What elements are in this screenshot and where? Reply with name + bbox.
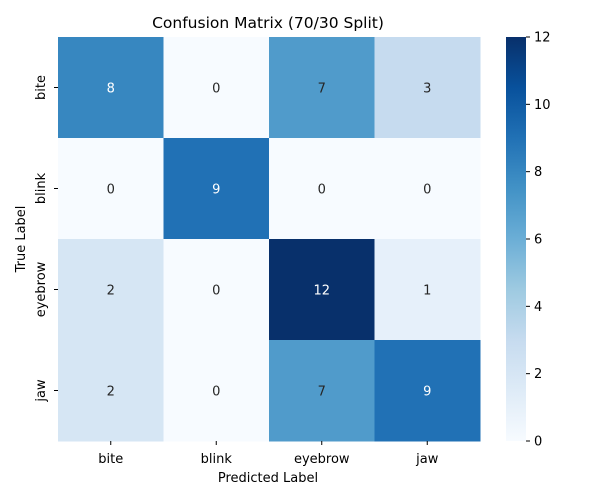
heatmap-cell-bite-bite — [58, 37, 164, 139]
cell-value-label: 3 — [423, 82, 431, 97]
cell-value-label: 9 — [423, 385, 431, 400]
cell-value-label: 0 — [212, 385, 220, 400]
y-axis: bite blink eyebrow jaw — [34, 75, 58, 403]
heatmap-cell-jaw-blink — [163, 340, 270, 442]
heatmap-cell-jaw-eyebrow — [269, 340, 375, 442]
colorbar-tick-label: 10 — [534, 98, 551, 113]
y-tick-label-eyebrow: eyebrow — [34, 261, 49, 317]
heatmap-cell-blink-blink — [163, 138, 270, 240]
heatmap-cell-eyebrow-bite — [58, 239, 164, 341]
x-axis-label: Predicted Label — [218, 471, 318, 486]
cell-value-label: 0 — [212, 82, 220, 97]
cell-value-label: 7 — [318, 82, 326, 97]
colorbar — [506, 37, 526, 441]
cell-value-label: 8 — [107, 82, 115, 97]
colorbar-tick-label: 2 — [534, 367, 542, 382]
heatmap-cell-jaw-jaw — [374, 340, 481, 442]
cell-value-label: 0 — [107, 183, 115, 198]
heatmap-cell-eyebrow-blink — [163, 239, 270, 341]
cell-annotations: 8 0 7 30 9 0 02 0 12 12 0 7 9 — [107, 82, 432, 400]
heatmap-cells — [58, 37, 481, 442]
y-axis-label: True Label — [14, 206, 29, 274]
cell-value-label: 0 — [212, 284, 220, 299]
y-tick-label-bite: bite — [34, 75, 49, 100]
heatmap-cell-eyebrow-jaw — [374, 239, 481, 341]
x-tick-label-eyebrow: eyebrow — [294, 452, 350, 467]
cell-value-label: 0 — [318, 183, 326, 198]
heatmap-cell-blink-jaw — [374, 138, 481, 240]
chart-title: Confusion Matrix (70/30 Split) — [152, 14, 384, 32]
heatmap-cell-bite-jaw — [374, 37, 481, 139]
x-tick-label-jaw: jaw — [415, 452, 439, 467]
colorbar-tick-label: 4 — [534, 300, 542, 315]
heatmap-cell-eyebrow-eyebrow — [269, 239, 375, 341]
cell-value-label: 9 — [212, 183, 220, 198]
colorbar-tick-label: 0 — [534, 435, 542, 450]
x-tick-label-bite: bite — [98, 452, 123, 467]
x-axis: bite blink eyebrow jaw — [98, 441, 439, 467]
colorbar-tick-label: 6 — [534, 233, 542, 248]
cell-value-label: 0 — [423, 183, 431, 198]
heatmap-cell-blink-eyebrow — [269, 138, 375, 240]
cell-value-label: 12 — [313, 284, 330, 299]
cell-value-label: 2 — [107, 284, 115, 299]
colorbar-tick-label: 8 — [534, 165, 542, 180]
heatmap-cell-bite-blink — [163, 37, 270, 139]
heatmap-cell-bite-eyebrow — [269, 37, 375, 139]
colorbar-ticks: 0 2 4 6 8 10 12 — [526, 31, 551, 450]
cell-value-label: 7 — [318, 385, 326, 400]
cell-value-label: 2 — [107, 385, 115, 400]
colorbar-tick-label: 12 — [534, 31, 551, 46]
y-tick-label-blink: blink — [34, 172, 49, 204]
heatmap-cell-jaw-bite — [58, 340, 164, 442]
x-tick-label-blink: blink — [201, 452, 233, 467]
heatmap-cell-blink-bite — [58, 138, 164, 240]
cell-value-label: 1 — [423, 284, 431, 299]
y-tick-label-jaw: jaw — [34, 379, 49, 403]
